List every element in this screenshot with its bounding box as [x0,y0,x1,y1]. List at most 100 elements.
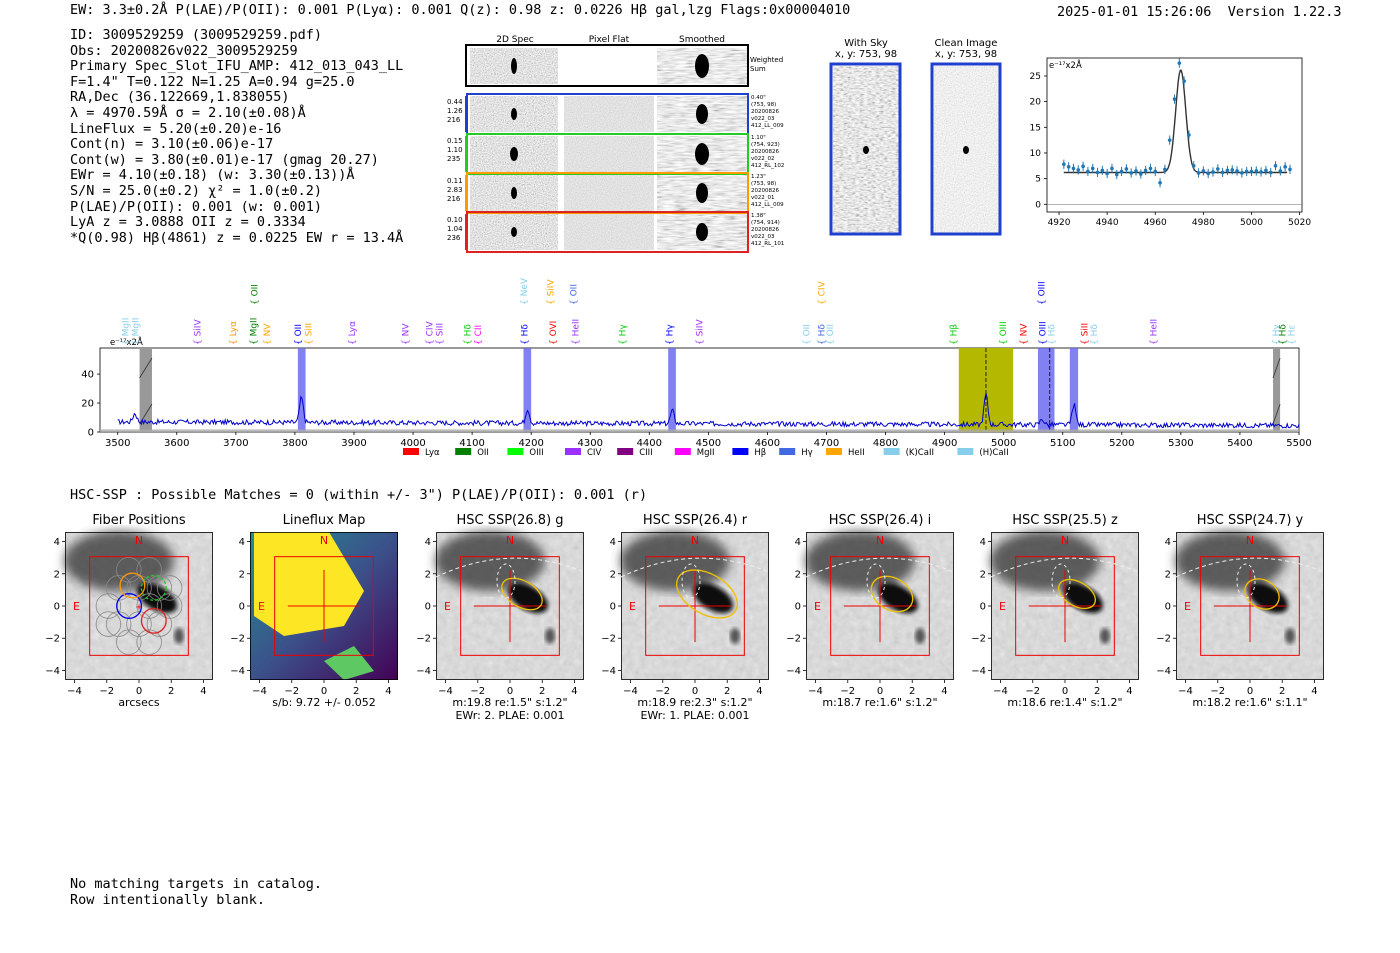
data-point [1196,171,1201,175]
x-tick-label: 4960 [1144,218,1167,228]
data-point [1124,167,1129,171]
line-label: { SiIV [193,319,203,345]
info-line: LyA z = 3.0888 OII z = 0.3334 [70,214,306,231]
row-stats: 0.10 1.04 236 [447,216,463,242]
data-point [1163,167,1167,172]
units-label: e⁻¹⁷x2Å [1049,59,1082,71]
data-point [1129,171,1133,175]
legend-label: Lyα [425,448,440,458]
legend-label: Hβ [754,448,766,458]
x-tick-label: 5400 [1227,438,1252,449]
line-band [668,348,676,432]
x-tick-label: 4940 [1096,218,1119,228]
info-line: EWr = 4.10(±0.18) (w: 3.30(±0.13))Å [70,167,355,184]
catalog-footer: No matching targets in catalog. Row inte… [70,876,322,908]
x-tick-label: 5000 [991,438,1016,449]
info-line: *Q(0.98) Hβ(4861) z = 0.0225 EW r = 13.4… [70,229,404,246]
data-point [1278,169,1283,173]
legend-label: OII [477,448,489,458]
caption-line: s/b: 9.72 +/- 0.052 [272,696,376,709]
info-line: λ = 4970.59Å σ = 2.10(±0.08)Å [70,104,306,121]
line-band [523,348,532,432]
data-point [1066,165,1071,169]
info-line: Obs: 20200826v022_3009529259 [70,42,298,59]
line-label: { Hδ [463,324,473,345]
caption-line: EWr: 2. PLAE: 0.001 [455,709,565,722]
data-point [1134,169,1138,173]
datetime: 2025-01-01 15:26:06 [1057,4,1212,20]
y-tick-label: 20 [1030,98,1042,108]
legend-swatch [403,448,419,455]
data-point [1095,170,1100,175]
x-tick-label: 4400 [637,438,662,449]
cutout-caption: m:18.2 re:1.6" s:1.1" [1165,696,1335,709]
caption-line: arcsecs [118,696,160,709]
legend-label: CIII [639,448,652,458]
timestamp-version: 2025-01-01 15:26:06 Version 1.22.3 [1057,4,1342,20]
data-point [1220,170,1225,175]
y-tick-label: 0 [88,428,94,439]
gaussian-fit-line [1063,69,1288,174]
data-point [1268,170,1273,175]
cutout-title: HSC SSP(26.4) i [828,513,932,528]
data-point [1086,169,1090,174]
spectrum-line [117,393,1300,429]
cutout-title: HSC SSP(25.5) z [1012,513,1118,528]
line-label: { NeV [520,277,530,305]
col-title-pixelflat: Pixel Flat [588,35,630,45]
data-point [1244,169,1249,174]
x-tick-label: 5000 [1240,218,1263,228]
data-point [1235,169,1239,173]
line-label: { HeII [1150,319,1160,345]
weighted-sum-label: Weighted Sum [750,56,784,73]
line-label: { Hδ [818,324,828,345]
legend-swatch [779,448,796,455]
y-tick-label: 20 [81,399,94,410]
line-label: { SiII [304,323,314,345]
data-point [1172,97,1177,101]
line-label: { NV [401,323,411,345]
info-line: RA,Dec (36.122669,1.838055) [70,89,290,106]
x-tick-label: 4700 [814,438,839,449]
data-point [1139,172,1143,176]
data-point [1182,79,1186,83]
data-point [1167,138,1172,142]
x-tick-label: 4100 [459,438,484,449]
y-tick-label: 0 [1035,200,1041,210]
line-label: { Lyα [348,321,358,345]
legend-swatch [674,448,691,455]
x-tick-label: 4500 [696,438,721,449]
legend-swatch [957,448,974,455]
legend-swatch [617,448,634,455]
legend-label: MgII [697,448,715,458]
x-tick-label: 3900 [341,438,366,449]
line-label: { OIII [999,321,1009,345]
line-label: { Hδ [1278,324,1288,345]
cutout-caption: s/b: 9.72 +/- 0.052 [239,696,409,709]
info-line: Primary Spec_Slot_IFU_AMP: 412_013_043_L… [70,58,404,75]
row-meta: 1.10" (754, 923) 20200826 v022_02 412_RL_102 [751,135,785,169]
data-point [1225,168,1230,173]
x-tick-label: 3700 [223,438,248,449]
data-point [1206,171,1210,176]
x-tick-label: 3600 [164,438,189,449]
x-tick-label: 5020 [1288,218,1311,228]
data-point [1158,180,1162,185]
line-label: { SiIV [547,279,557,305]
line-label: { OII [251,284,261,305]
row-stats: 0.11 2.83 216 [447,177,463,203]
line-label: { OII [570,284,580,305]
row-meta: 1.38" (754, 914) 20200826 v022_03 412_RL_101 [751,213,785,247]
info-line: Cont(n) = 3.10(±0.06)e-17 [70,136,274,153]
data-point [1201,169,1206,173]
cutout-title: HSC SSP(26.8) g [456,513,564,528]
data-point [1100,168,1105,173]
y-tick-label: 25 [1030,72,1041,82]
masked-hatch [1272,403,1281,425]
summary-line: EW: 3.3±0.2Å P(LAE)/P(OII): 0.001 P(Lyα)… [70,2,851,18]
data-point [1114,172,1119,177]
line-label: { SiII [436,323,446,345]
caption-line: m:18.2 re:1.6" s:1.1" [1192,696,1308,709]
data-point [1071,166,1076,171]
